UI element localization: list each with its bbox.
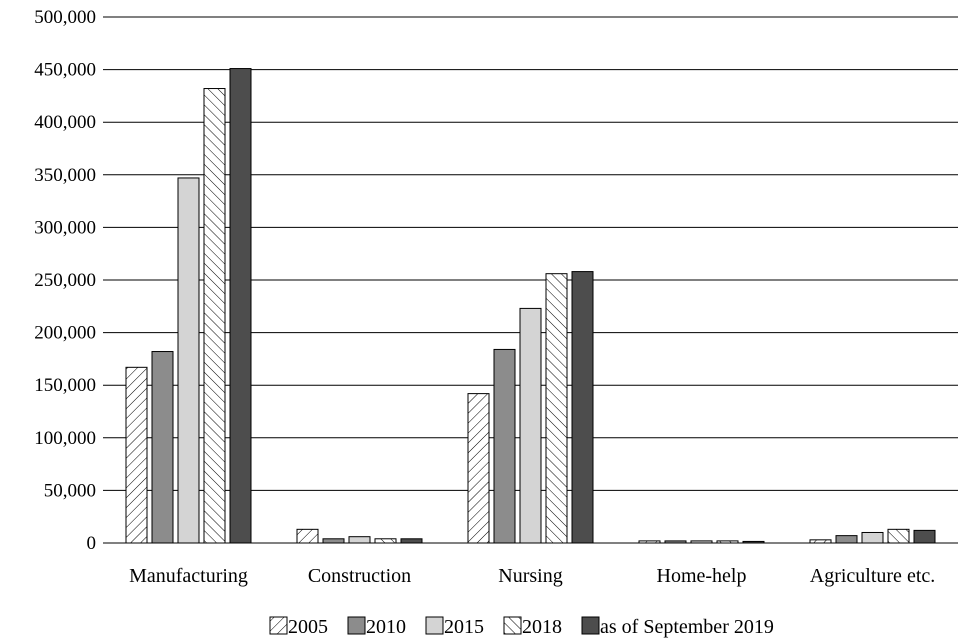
- y-tick-label: 350,000: [34, 165, 96, 186]
- bar-2015-manufacturing: [177, 177, 200, 544]
- bar-2005-nursing: [467, 393, 490, 544]
- x-category-label: Construction: [308, 565, 411, 587]
- x-category-label: Agriculture etc.: [810, 565, 936, 587]
- legend-swatch: [581, 616, 600, 635]
- x-axis-category-labels: Manufacturing Construction Nursing Home-hel…: [129, 565, 935, 587]
- legend-swatch: [347, 616, 366, 635]
- y-tick-label: 300,000: [34, 217, 96, 238]
- y-tick-label: 0: [87, 533, 97, 554]
- y-tick-label: 50,000: [44, 480, 96, 501]
- legend-swatch: [503, 616, 522, 635]
- legend-label: 2005: [288, 616, 328, 638]
- bar-2010-manufacturing: [151, 351, 174, 544]
- bars: [125, 68, 936, 544]
- bar-as-of-september-2019-agriculture-etc-: [913, 529, 936, 544]
- legend: 2005 2010 2015 2018 as of September 2019: [269, 616, 774, 638]
- bar-2015-home-help: [690, 540, 713, 544]
- y-tick-label: 400,000: [34, 112, 96, 133]
- y-tick-label: 500,000: [34, 7, 96, 28]
- bar-2018-construction: [374, 538, 397, 544]
- legend-label: as of September 2019: [600, 616, 774, 638]
- bar-2010-agriculture-etc-: [835, 535, 858, 544]
- bar-as-of-september-2019-nursing: [571, 271, 594, 544]
- y-axis-tick-labels: 0 50,000 100,000 150,000 200,000 250,000 300,0…: [34, 7, 96, 554]
- legend-label: 2010: [366, 616, 406, 638]
- y-tick-label: 100,000: [34, 428, 96, 449]
- bar-2015-nursing: [519, 307, 542, 544]
- legend-label: 2015: [444, 616, 484, 638]
- y-tick-label: 200,000: [34, 323, 96, 344]
- y-tick-label: 450,000: [34, 60, 96, 81]
- bar-2010-home-help: [664, 540, 687, 544]
- bar-2005-agriculture-etc-: [809, 539, 832, 544]
- bar-as-of-september-2019-home-help: [742, 540, 765, 544]
- bar-2018-agriculture-etc-: [887, 528, 910, 544]
- bar-as-of-september-2019-manufacturing: [229, 68, 252, 544]
- y-tick-label: 250,000: [34, 270, 96, 291]
- y-tick-label: 150,000: [34, 375, 96, 396]
- legend-swatch: [269, 616, 288, 635]
- bar-2018-nursing: [545, 273, 568, 544]
- x-category-label: Home-help: [657, 565, 747, 587]
- x-category-label: Manufacturing: [129, 565, 248, 587]
- bar-2005-home-help: [638, 540, 661, 544]
- bar-2015-construction: [348, 536, 371, 544]
- bar-2018-manufacturing: [203, 88, 226, 544]
- x-category-label: Nursing: [498, 565, 562, 587]
- legend-swatch: [425, 616, 444, 635]
- bar-2010-nursing: [493, 348, 516, 544]
- bar-2015-agriculture-etc-: [861, 531, 884, 544]
- bar-2005-manufacturing: [125, 366, 148, 544]
- legend-label: 2018: [522, 616, 562, 638]
- bar-as-of-september-2019-construction: [400, 538, 423, 544]
- bar-2018-home-help: [716, 540, 739, 544]
- bar-2005-construction: [296, 528, 319, 544]
- bar-2010-construction: [322, 538, 345, 544]
